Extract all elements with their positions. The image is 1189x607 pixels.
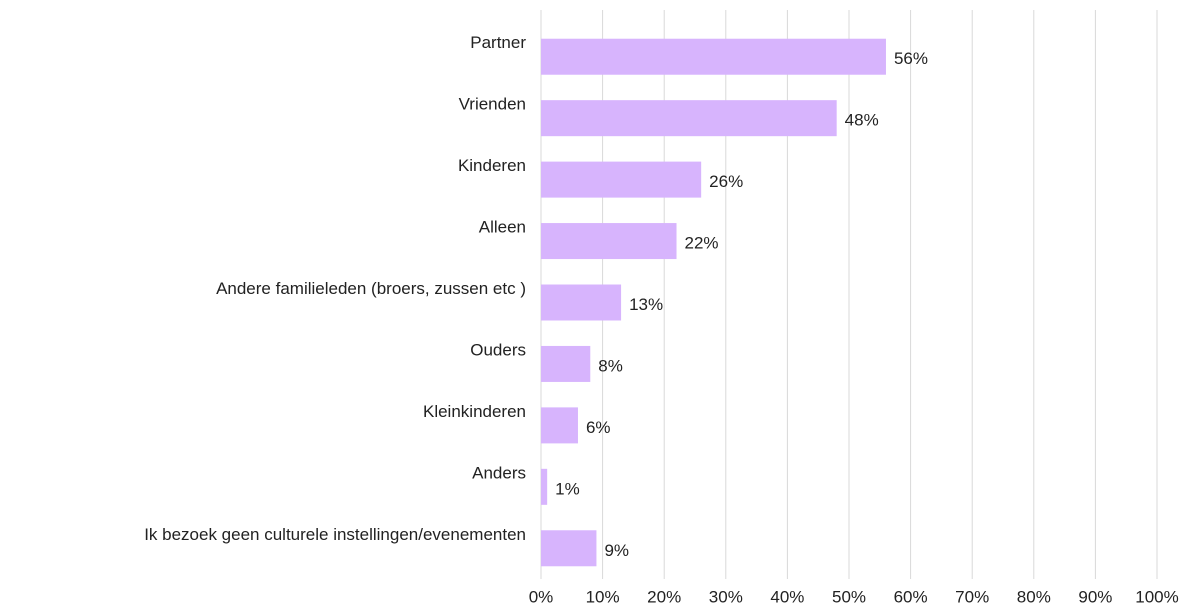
y-tick-label: Partner [470, 33, 526, 52]
value-label: 22% [685, 234, 719, 253]
bar [541, 161, 702, 198]
y-tick-label: Vrienden [459, 95, 526, 114]
value-label: 9% [604, 541, 629, 560]
bar [541, 223, 677, 260]
y-tick-label: Kinderen [458, 156, 526, 175]
x-tick-label: 90% [1078, 587, 1112, 606]
y-tick-label: Ik bezoek geen culturele instellingen/ev… [144, 525, 526, 544]
value-label: 26% [709, 172, 743, 191]
y-tick-label: Kleinkinderen [423, 402, 526, 421]
bar [541, 407, 578, 444]
bar [541, 284, 622, 321]
y-tick-label: Alleen [479, 218, 526, 237]
bar [541, 530, 597, 567]
bar [541, 345, 591, 382]
x-tick-label: 60% [894, 587, 928, 606]
y-tick-label: Anders [472, 463, 526, 482]
bar [541, 468, 548, 505]
x-tick-label: 70% [955, 587, 989, 606]
y-tick-label: Andere familieleden (broers, zussen etc … [216, 279, 526, 298]
value-label: 13% [629, 295, 663, 314]
bar [541, 100, 837, 137]
value-label: 1% [555, 479, 580, 498]
x-tick-label: 50% [832, 587, 866, 606]
value-label: 56% [894, 49, 928, 68]
y-tick-label: Ouders [470, 340, 526, 359]
x-tick-label: 40% [770, 587, 804, 606]
x-tick-label: 20% [647, 587, 681, 606]
x-tick-label: 80% [1017, 587, 1051, 606]
value-label: 48% [845, 111, 879, 130]
x-tick-label: 0% [529, 587, 554, 606]
value-label: 8% [598, 356, 623, 375]
x-tick-label: 30% [709, 587, 743, 606]
x-tick-label: 10% [586, 587, 620, 606]
value-label: 6% [586, 418, 611, 437]
x-tick-label: 100% [1135, 587, 1178, 606]
bar [541, 38, 886, 75]
